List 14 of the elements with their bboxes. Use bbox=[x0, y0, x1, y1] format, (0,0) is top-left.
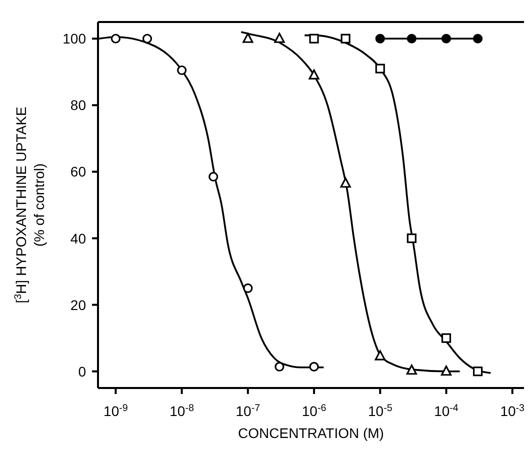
x-tick-label: 10$^{-8}$ bbox=[170, 402, 194, 419]
y-tick-label: 60 bbox=[70, 164, 86, 180]
x-tick-label: 10$^{-9}$ bbox=[104, 402, 128, 419]
x-axis-title: CONCENTRATION (M) bbox=[238, 425, 384, 441]
y-tick-label: 40 bbox=[70, 230, 86, 246]
x-tick-label: 10$^{-6}$ bbox=[302, 402, 327, 419]
y-tick-label: 20 bbox=[70, 296, 86, 313]
y-tick-label: 80 bbox=[70, 97, 86, 114]
y-tick-label: 100 bbox=[62, 30, 86, 47]
y-tick-label: 0 bbox=[78, 363, 86, 380]
x-tick-label: 10$^{-3}$ bbox=[500, 402, 526, 419]
x-tick-label: 10$^{-5}$ bbox=[368, 402, 393, 419]
x-tick-label: 10$^{-7}$ bbox=[236, 402, 260, 419]
x-tick-label: 10$^{-4}$ bbox=[434, 402, 459, 419]
